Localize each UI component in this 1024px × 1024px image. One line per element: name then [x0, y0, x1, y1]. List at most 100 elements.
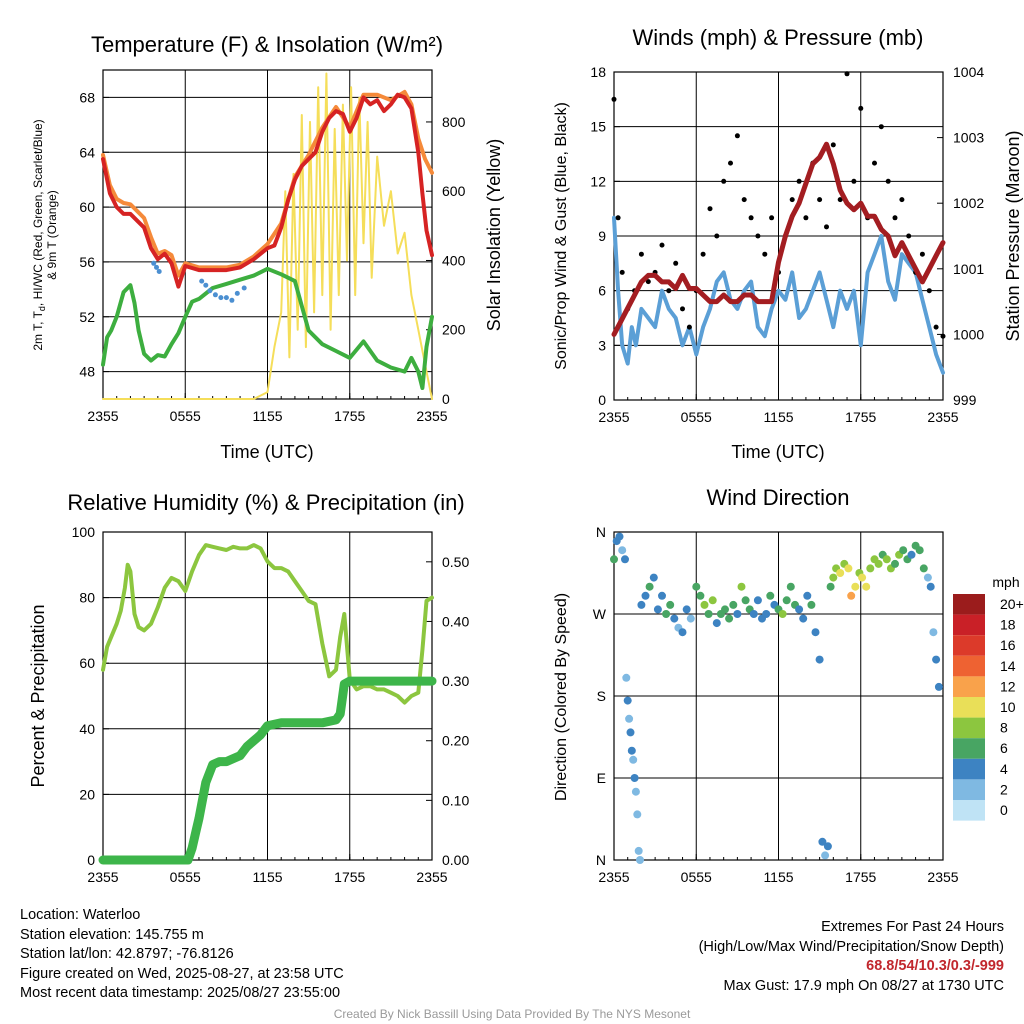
- humidity-ylabel: Percent & Precipitation: [28, 604, 48, 787]
- legend-swatch: [953, 676, 985, 697]
- direction-y-tick-label: E: [597, 770, 606, 786]
- windchill-point: [234, 290, 240, 296]
- direction-point: [708, 596, 717, 605]
- gust-point: [748, 215, 754, 221]
- gust-point: [666, 288, 672, 294]
- gust-point: [851, 178, 857, 184]
- legend-label: 4: [1000, 761, 1008, 777]
- direction-point: [629, 755, 638, 764]
- windchill-point: [151, 260, 157, 266]
- temperature-y-tick-label: 48: [79, 364, 95, 380]
- direction-point: [653, 605, 662, 614]
- direction-point: [636, 856, 644, 864]
- direction-point: [926, 582, 935, 591]
- gust-point: [919, 251, 925, 257]
- direction-x-tick-label: 1155: [763, 869, 793, 885]
- t9m-line: [101, 89, 434, 278]
- direction-point: [633, 810, 642, 819]
- temperature-x-tick-label: 2355: [87, 408, 118, 424]
- legend-label: 12: [1000, 678, 1016, 694]
- direction-x-tick-label: 1755: [845, 869, 876, 885]
- gust-point: [700, 251, 706, 257]
- gust-point: [899, 197, 905, 203]
- gust-point: [686, 324, 692, 330]
- winds-y-tick-label: 9: [598, 228, 606, 244]
- gust-point: [707, 206, 713, 212]
- direction-point: [649, 573, 658, 582]
- winds-y-tick-label: 18: [590, 64, 606, 80]
- temperature-y-tick-label: 56: [79, 254, 95, 270]
- humidity-y-tick-label: 80: [79, 590, 95, 606]
- gust-point: [741, 197, 747, 203]
- rh-line: [101, 543, 434, 705]
- direction-point: [823, 842, 832, 851]
- direction-point: [678, 628, 687, 637]
- temperature-x-tick-label: 0555: [170, 408, 201, 424]
- direction-point: [621, 555, 629, 564]
- direction-point: [737, 582, 746, 591]
- gust-point: [721, 178, 727, 184]
- temperature-y2-tick-label: 600: [442, 183, 466, 199]
- direction-point: [634, 846, 643, 855]
- pressure-line: [611, 141, 946, 337]
- legend-label: 20+: [1000, 596, 1024, 612]
- direction-point: [899, 546, 908, 555]
- gust-point: [638, 251, 644, 257]
- legend-swatch: [953, 758, 985, 780]
- gust-point: [926, 288, 932, 294]
- direction-point: [712, 619, 721, 628]
- precip-line: [98, 676, 437, 865]
- extremes-values: 68.8/54/10.3/0.3/-999: [866, 958, 1004, 975]
- gust-point: [659, 242, 665, 248]
- gust-point: [734, 133, 740, 139]
- gust-point: [824, 224, 829, 230]
- direction-point: [836, 569, 845, 577]
- elevation-text: Station elevation: 145.755 m: [20, 926, 204, 943]
- direction-point: [741, 596, 750, 605]
- legend-label: 2: [1000, 781, 1008, 797]
- direction-point: [631, 787, 640, 796]
- winds-ylabel: Sonic/Prop Wind & Gust (Blue, Black): [553, 102, 570, 370]
- gust-point: [803, 215, 809, 221]
- direction-point: [626, 728, 635, 737]
- direction-point: [725, 614, 734, 623]
- legend-swatch: [953, 717, 985, 739]
- direction-point: [934, 682, 943, 691]
- direction-point: [778, 610, 787, 618]
- legend-label: 16: [1000, 637, 1016, 653]
- latlon-text: Station lat/lon: 42.8797; -76.8126: [20, 946, 234, 963]
- direction-point: [847, 591, 856, 600]
- temperature-xlabel: Time (UTC): [220, 442, 313, 462]
- direction-point: [700, 600, 709, 609]
- direction-point: [844, 564, 853, 573]
- humidity-y2-tick-label: 0.00: [442, 852, 469, 868]
- humidity-x-tick-label: 0555: [170, 869, 201, 885]
- legend-swatch: [953, 635, 985, 656]
- winds-y2-tick-label: 1000: [953, 326, 984, 342]
- direction-point: [815, 655, 824, 664]
- humidity-x-tick-label: 2355: [87, 869, 118, 885]
- direction-x-tick-label: 2355: [598, 869, 629, 885]
- legend-label: 6: [1000, 740, 1008, 756]
- winds-x-tick-label: 2355: [598, 409, 629, 425]
- t2m-line: [101, 92, 434, 289]
- direction-point: [696, 591, 705, 600]
- direction-point: [829, 573, 838, 582]
- direction-point: [851, 582, 860, 591]
- direction-point: [932, 655, 941, 664]
- direction-point: [721, 605, 729, 614]
- gust-point: [645, 279, 651, 285]
- windchill-point: [223, 295, 229, 301]
- direction-point: [625, 714, 634, 723]
- sonic-wind-line: [612, 215, 945, 375]
- humidity-x-tick-label: 2355: [416, 869, 447, 885]
- direction-x-tick-label: 0555: [681, 869, 712, 885]
- direction-point: [874, 559, 883, 568]
- direction-point: [692, 582, 701, 591]
- winds-x-tick-label: 0555: [681, 409, 712, 425]
- windchill-point: [199, 278, 205, 284]
- winds-y-tick-label: 15: [590, 119, 606, 135]
- legend-label: 0: [1000, 802, 1008, 818]
- max-gust-text: Max Gust: 17.9 mph On 08/27 at 1730 UTC: [723, 977, 1004, 994]
